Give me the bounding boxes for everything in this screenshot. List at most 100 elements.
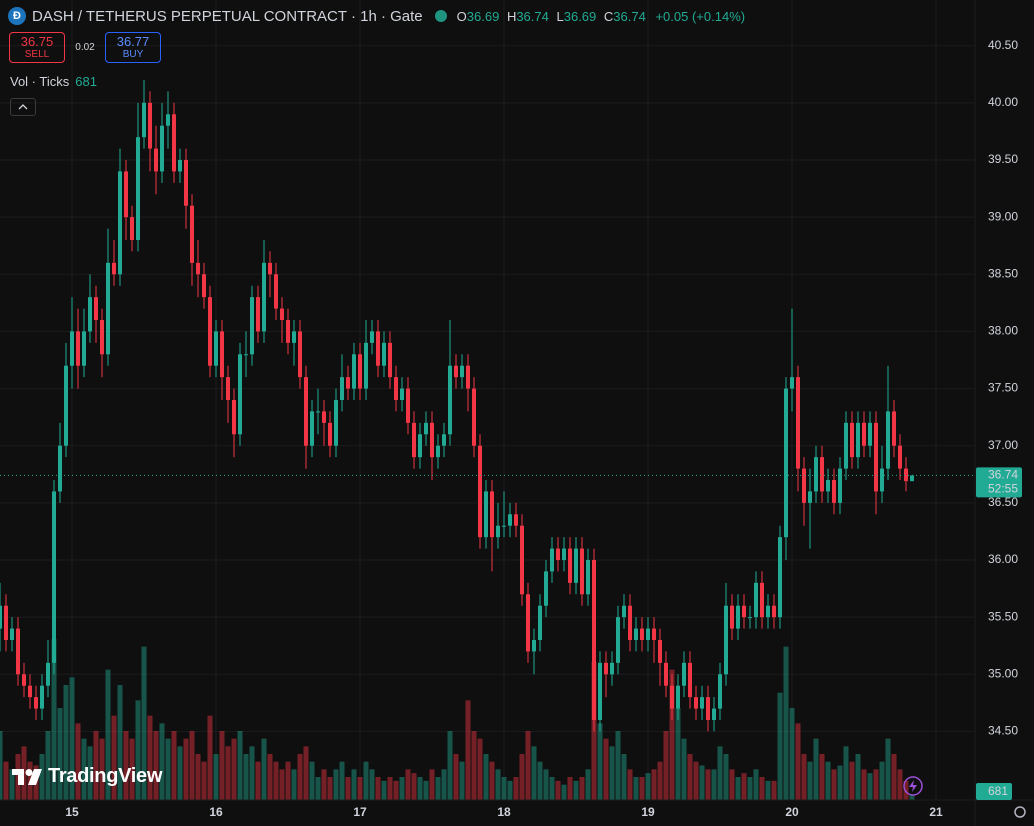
- alert-icon[interactable]: [903, 776, 923, 796]
- candle-body: [730, 605, 734, 629]
- volume-bar: [105, 669, 111, 800]
- candle-body: [58, 445, 62, 492]
- volume-bar: [825, 761, 831, 800]
- symbol-title[interactable]: DASH / TETHERUS PERPETUAL CONTRACT · 1h …: [32, 7, 423, 25]
- volume-bar: [843, 746, 849, 800]
- ohlc: O36.69 H36.74 L36.69 C36.74 +0.05 (+0.14…: [453, 9, 745, 24]
- volume-bar: [399, 777, 405, 800]
- volume-bar: [717, 746, 723, 800]
- candle-body: [10, 628, 14, 640]
- volume-bar: [453, 754, 459, 800]
- volume-bar: [321, 769, 327, 800]
- volume-bar: [729, 769, 735, 800]
- market-status[interactable]: [434, 10, 447, 22]
- collapse-button[interactable]: [10, 98, 36, 116]
- volume-bar: [357, 777, 363, 800]
- volume-badge-label: 681: [988, 784, 1008, 798]
- candle-body: [436, 445, 440, 458]
- candle-body: [160, 125, 164, 172]
- volume-bar: [171, 731, 177, 800]
- indicator-legend[interactable]: Vol · Ticks 681: [10, 74, 97, 89]
- volume-bar: [51, 639, 57, 800]
- x-tick-label: 18: [497, 805, 511, 819]
- candle-body: [880, 468, 884, 492]
- y-tick-label: 35.50: [988, 609, 1018, 623]
- volume-bar: [537, 761, 543, 800]
- volume-bar: [687, 754, 693, 800]
- volume-bar: [87, 746, 93, 800]
- volume-bar: [135, 700, 141, 800]
- ohlc-key: H: [506, 8, 517, 24]
- volume-bar: [849, 761, 855, 800]
- candle-body: [388, 342, 392, 378]
- volume-bar: [543, 769, 549, 800]
- volume-bar: [495, 769, 501, 800]
- volume-bar: [273, 761, 279, 800]
- candle-body: [28, 685, 32, 698]
- settings-icon[interactable]: [1014, 806, 1026, 818]
- volume-bar: [99, 738, 105, 800]
- candle-body: [304, 377, 308, 446]
- volume-bar: [663, 731, 669, 800]
- candle-body: [526, 594, 530, 652]
- candle-body: [892, 411, 896, 446]
- logo-text: TradingView: [48, 765, 163, 787]
- volume-bar: [483, 754, 489, 800]
- volume-bar: [747, 777, 753, 800]
- candle-body: [784, 388, 788, 538]
- y-tick-label: 40.50: [988, 38, 1018, 52]
- candle-body: [550, 548, 554, 572]
- candle-body: [640, 628, 644, 640]
- price-pane: [0, 80, 975, 732]
- volume-bar: [885, 738, 891, 800]
- volume-bar: [255, 761, 261, 800]
- sell-button[interactable]: 36.75 SELL: [9, 32, 65, 63]
- y-tick-label: 36.00: [988, 552, 1018, 566]
- ohlc-value: 36.69: [563, 8, 597, 24]
- y-tick-label: 38.50: [988, 266, 1018, 280]
- volume-bar: [123, 731, 129, 800]
- candle-body: [616, 617, 620, 663]
- volume-pane: [0, 639, 915, 800]
- volume-bar: [513, 777, 519, 800]
- candle-body: [40, 685, 44, 709]
- alert-bolt: [909, 780, 917, 792]
- volume-bar: [465, 700, 471, 800]
- volume-bar: [9, 769, 15, 800]
- candle-body: [538, 605, 542, 640]
- candle-body: [448, 365, 452, 435]
- candle-body: [454, 365, 458, 378]
- volume-bar: [531, 746, 537, 800]
- candle-body: [214, 331, 218, 366]
- volume-bar: [597, 723, 603, 800]
- volume-bar: [813, 738, 819, 800]
- candle-body: [208, 297, 212, 366]
- volume-bar: [705, 769, 711, 800]
- volume-bar: [855, 754, 861, 800]
- candle-body: [760, 582, 764, 618]
- candle-body: [646, 628, 650, 640]
- x-tick-label: 16: [209, 805, 223, 819]
- volume-bar: [789, 708, 795, 800]
- logo[interactable]: TradingView: [12, 765, 162, 788]
- candle-body: [130, 217, 134, 240]
- candle-body: [76, 331, 80, 366]
- candle-body: [430, 422, 434, 458]
- volume-bar: [75, 723, 81, 800]
- volume-bar: [741, 773, 747, 800]
- volume-bar: [627, 769, 633, 800]
- candle-body: [874, 422, 878, 492]
- buy-button[interactable]: 36.77 BUY: [105, 32, 161, 63]
- volume-bar: [201, 761, 207, 800]
- candle-body: [532, 640, 536, 652]
- candle-body: [22, 674, 26, 686]
- volume-bar: [195, 754, 201, 800]
- volume-bar: [441, 769, 447, 800]
- volume-bar: [777, 692, 783, 800]
- volume-bar: [657, 761, 663, 800]
- volume-bar: [69, 677, 75, 800]
- volume-bar: [111, 715, 117, 800]
- volume-bar: [183, 738, 189, 800]
- candle-body: [394, 377, 398, 400]
